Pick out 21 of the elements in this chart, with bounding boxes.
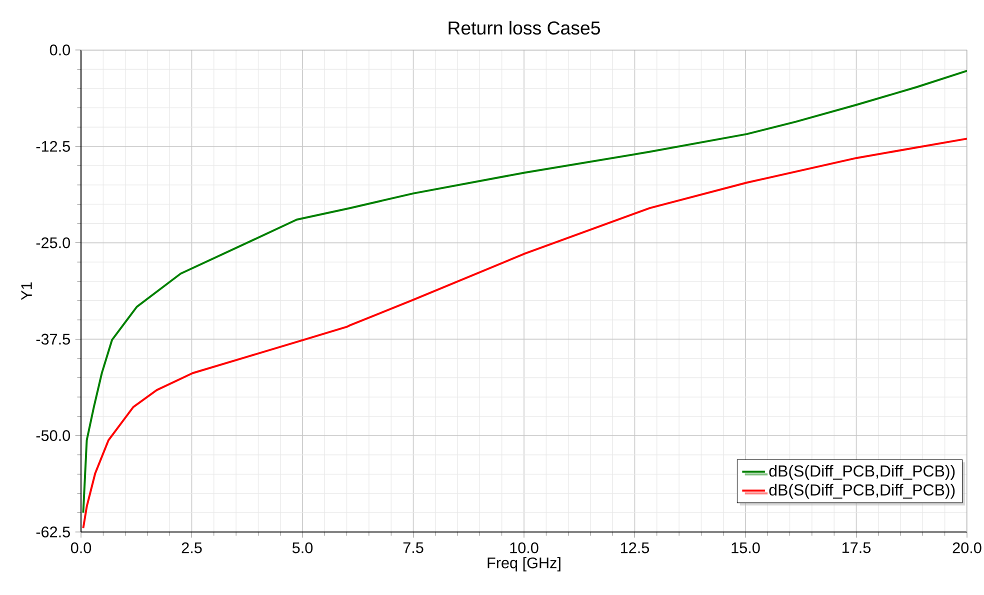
x-tick-label: 15.0 — [732, 542, 760, 554]
x-tick-label: 2.5 — [182, 542, 202, 554]
x-tick-label: 0.0 — [70, 542, 92, 554]
y-tick-label: -12.5 — [36, 140, 70, 152]
y-tick-label: 0.0 — [50, 44, 70, 56]
x-tick-label: 20.0 — [952, 542, 982, 554]
x-tick-label: 17.5 — [842, 542, 871, 554]
y-tick-label: -50.0 — [36, 430, 70, 442]
x-tick-label: 12.5 — [621, 542, 650, 554]
x-tick-label: 7.5 — [403, 542, 424, 554]
y-axis-title: Y1 — [21, 282, 32, 300]
chart-title: Return loss Case5 — [448, 20, 600, 35]
x-axis-title: Freq [GHz] — [488, 557, 560, 572]
legend-label: dB(S(Diff_PCB,Diff_PCB)) — [769, 464, 955, 480]
line-series — [82, 138, 968, 530]
y-tick-label: -62.5 — [36, 526, 70, 538]
x-tick-label: 5.0 — [292, 542, 313, 554]
legend-label: dB(S(Diff_PCB,Diff_PCB)) — [769, 484, 955, 499]
y-tick-label: -37.5 — [36, 334, 70, 345]
x-tick-label: 10.0 — [510, 542, 538, 554]
y-tick-label: -25.0 — [36, 237, 70, 248]
